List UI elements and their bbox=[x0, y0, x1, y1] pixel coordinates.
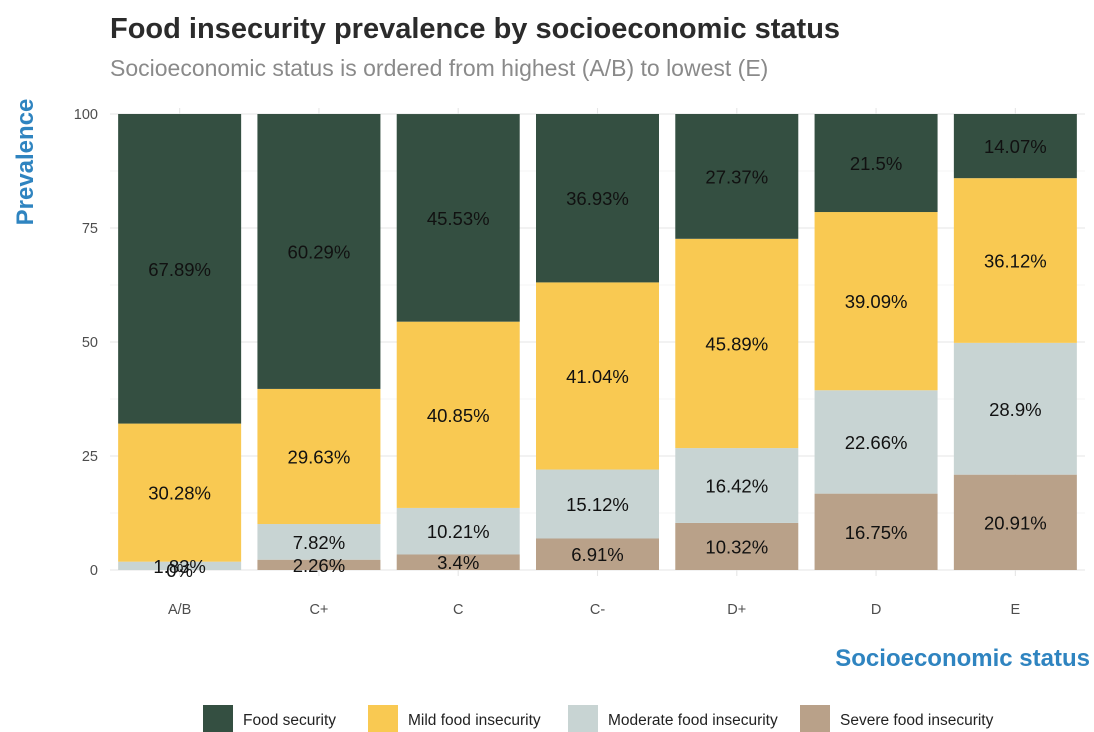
data-label-moderate-food-insecurity-d: 16.42% bbox=[705, 476, 768, 497]
bar-segment-mild-food-insecurity-d bbox=[814, 212, 938, 391]
legend-swatch-food-security bbox=[203, 705, 233, 732]
data-label-moderate-food-insecurity-a-b: 1.83% bbox=[153, 556, 205, 577]
legend-swatch-severe-food-insecurity bbox=[800, 705, 830, 732]
data-label-severe-food-insecurity-c: 2.26% bbox=[293, 555, 345, 576]
legend-swatch-mild-food-insecurity bbox=[368, 705, 398, 732]
bar-segment-food-security-c bbox=[257, 114, 381, 389]
bar-segment-mild-food-insecurity-c bbox=[257, 388, 381, 525]
data-label-moderate-food-insecurity-c: 15.12% bbox=[566, 494, 629, 515]
bar-segment-food-security-d bbox=[675, 114, 799, 239]
data-label-food-security-d: 27.37% bbox=[705, 166, 768, 187]
data-label-severe-food-insecurity-d: 10.32% bbox=[705, 536, 768, 557]
legend: Food security Mild food insecurity Moderat… bbox=[203, 705, 994, 732]
bar-segment-severe-food-insecurity-d bbox=[675, 522, 799, 570]
bar-segment-moderate-food-insecurity-d bbox=[675, 448, 799, 523]
y-tick-label: 0 bbox=[90, 563, 98, 579]
y-tick-label: 75 bbox=[82, 221, 98, 237]
legend-label-moderate-food-insecurity: Moderate food insecurity bbox=[608, 712, 778, 729]
data-label-food-security-d: 21.5% bbox=[850, 153, 902, 174]
x-axis-ticks: A/B C+ C C- D+ D E bbox=[168, 602, 1021, 618]
bar-segment-moderate-food-insecurity-c bbox=[396, 507, 520, 555]
bar-segment-severe-food-insecurity-c bbox=[396, 554, 520, 570]
data-label-food-security-e: 14.07% bbox=[984, 136, 1047, 157]
bar-segment-mild-food-insecurity-a-b bbox=[118, 423, 242, 562]
data-label-food-security-c: 36.93% bbox=[566, 188, 629, 209]
x-tick-label: C bbox=[453, 602, 463, 618]
y-tick-label: 50 bbox=[82, 335, 98, 351]
bar-segment-moderate-food-insecurity-c bbox=[536, 469, 659, 539]
data-label-mild-food-insecurity-c: 41.04% bbox=[566, 366, 629, 387]
data-label-mild-food-insecurity-a-b: 30.28% bbox=[148, 483, 211, 504]
y-axis-ticks: 0 25 50 75 100 bbox=[74, 107, 98, 579]
y-tick-label: 100 bbox=[74, 107, 98, 123]
bar-segment-food-security-e bbox=[953, 114, 1077, 179]
x-tick-label: D bbox=[871, 602, 881, 618]
legend-label-mild-food-insecurity: Mild food insecurity bbox=[408, 712, 541, 729]
data-label-severe-food-insecurity-d: 16.75% bbox=[845, 522, 908, 543]
x-tick-label: A/B bbox=[168, 602, 191, 618]
data-label-moderate-food-insecurity-c: 10.21% bbox=[427, 521, 490, 542]
data-label-severe-food-insecurity-e: 20.91% bbox=[984, 512, 1047, 533]
bar-segment-food-security-d bbox=[814, 114, 938, 213]
y-tick-label: 25 bbox=[82, 449, 98, 465]
bar-segment-severe-food-insecurity-e bbox=[953, 474, 1077, 570]
data-label-moderate-food-insecurity-d: 22.66% bbox=[845, 432, 908, 453]
bar-segment-mild-food-insecurity-c bbox=[396, 321, 520, 508]
bar-segment-moderate-food-insecurity-e bbox=[953, 342, 1077, 475]
bar-segment-severe-food-insecurity-c bbox=[536, 538, 659, 570]
legend-label-food-security: Food security bbox=[243, 712, 336, 729]
data-label-mild-food-insecurity-e: 36.12% bbox=[984, 251, 1047, 272]
data-label-mild-food-insecurity-c: 29.63% bbox=[288, 446, 351, 467]
x-axis-title: Socioeconomic status bbox=[835, 645, 1090, 672]
data-label-severe-food-insecurity-c: 6.91% bbox=[571, 544, 623, 565]
legend-label-severe-food-insecurity: Severe food insecurity bbox=[840, 712, 994, 729]
x-tick-label: E bbox=[1011, 602, 1021, 618]
data-label-severe-food-insecurity-c: 3.4% bbox=[437, 552, 479, 573]
legend-swatch-moderate-food-insecurity bbox=[568, 705, 598, 732]
data-label-food-security-c: 60.29% bbox=[288, 241, 351, 262]
bar-segment-moderate-food-insecurity-a-b bbox=[118, 561, 242, 570]
bar-segment-severe-food-insecurity-c bbox=[257, 559, 381, 570]
bar-segment-mild-food-insecurity-d bbox=[675, 238, 799, 449]
x-tick-label: D+ bbox=[727, 602, 746, 618]
bars bbox=[118, 114, 1077, 570]
data-label-mild-food-insecurity-c: 40.85% bbox=[427, 405, 490, 426]
data-label-food-security-a-b: 67.89% bbox=[148, 259, 211, 280]
data-label-moderate-food-insecurity-c: 7.82% bbox=[293, 532, 345, 553]
chart-subtitle: Socioeconomic status is ordered from hig… bbox=[110, 55, 768, 81]
x-tick-label: C- bbox=[590, 602, 605, 618]
bar-segment-food-security-c bbox=[396, 114, 520, 322]
bar-segment-moderate-food-insecurity-c bbox=[257, 524, 381, 560]
data-labels: 0%1.83% 30.28% 67.89% 2.26%7.82% 29.63% 60.29… bbox=[148, 136, 1046, 581]
bar-segment-mild-food-insecurity-c bbox=[536, 282, 659, 470]
x-tick-label: C+ bbox=[309, 602, 328, 618]
chart-title: Food insecurity prevalence by socioecono… bbox=[110, 13, 840, 45]
data-label-severe-food-insecurity-a-b: 0% bbox=[166, 560, 193, 581]
data-label-food-security-c: 45.53% bbox=[427, 208, 490, 229]
data-label-mild-food-insecurity-d: 39.09% bbox=[845, 291, 908, 312]
bar-segment-moderate-food-insecurity-d bbox=[814, 390, 938, 494]
bar-segment-food-security-a-b bbox=[118, 114, 242, 424]
bar-segment-severe-food-insecurity-d bbox=[814, 493, 938, 570]
data-label-moderate-food-insecurity-e: 28.9% bbox=[989, 399, 1041, 420]
bar-segment-food-security-c bbox=[536, 114, 659, 283]
bar-segment-mild-food-insecurity-e bbox=[953, 178, 1077, 343]
y-axis-title: Prevalence bbox=[12, 99, 39, 226]
data-label-mild-food-insecurity-d: 45.89% bbox=[705, 333, 768, 354]
